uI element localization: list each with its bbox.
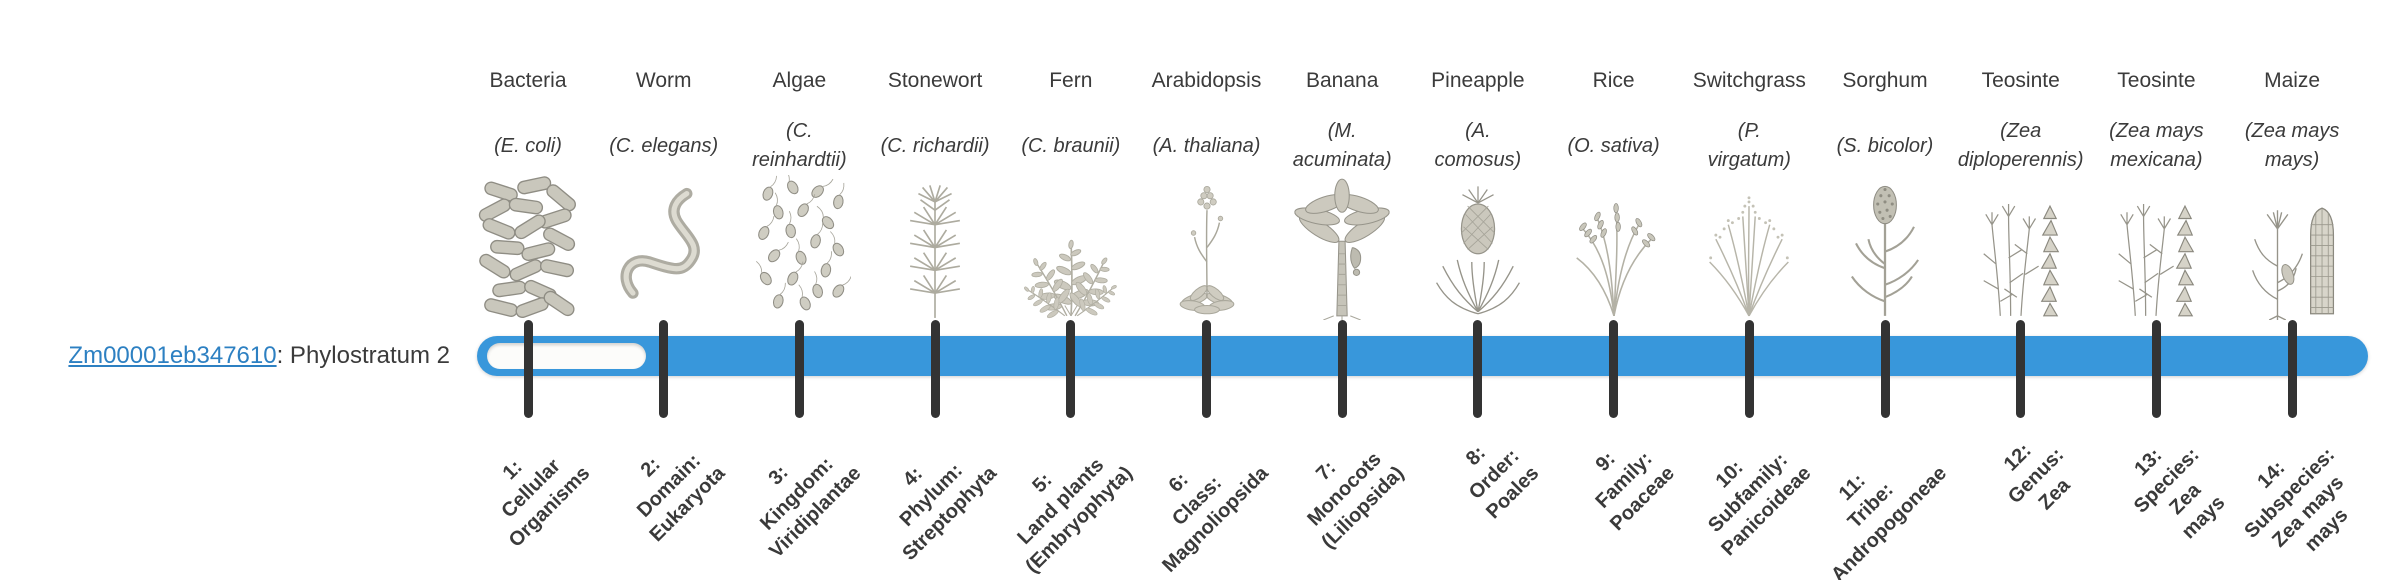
- organism-column: Algae (C. reinhardtii): [724, 64, 874, 311]
- organism-column: Stonewort (C. richardii): [860, 64, 1010, 318]
- stratum-tick: [1473, 320, 1483, 418]
- organism-name: Worm: [635, 69, 692, 92]
- stratum-tick: [1744, 320, 1754, 418]
- phylostratum-bar: [477, 336, 2368, 376]
- stratum-label: 7: Monocots (Liliopsida): [1302, 448, 1408, 554]
- organism-column: Teosinte (Zea mays mexicana): [2081, 64, 2231, 317]
- stratum-label: 6: Class: Magnoliopsida: [1157, 462, 1273, 577]
- organism-column: Arabidopsis (A. thaliana): [1132, 64, 1282, 315]
- switchgrass-icon: [1674, 170, 1824, 320]
- teosinte-mexicana-icon: [2081, 170, 2231, 320]
- stratum-tick: [523, 320, 533, 418]
- banana-icon: [1267, 170, 1417, 320]
- stratum-tick: [1609, 320, 1619, 418]
- gene-id-link[interactable]: Zm00001eb347610: [68, 342, 277, 369]
- organism-name: Algae: [772, 69, 827, 92]
- phylostratum-bar-unfilled-segment: [487, 343, 646, 369]
- organism-name: Arabidopsis: [1151, 69, 1262, 92]
- stonewort-icon: [860, 170, 1010, 320]
- stratum-label: 4: Phylum: Streptophyta: [895, 459, 1001, 565]
- organism-scientific-name: (A. thaliana): [1152, 134, 1261, 157]
- stratum-tick: [2151, 320, 2161, 418]
- bacteria-icon: [453, 170, 603, 320]
- organism-scientific-name: (C. elegans): [609, 134, 719, 157]
- organism-name: Stonewort: [887, 69, 983, 92]
- sorghum-icon: [1810, 170, 1960, 320]
- organism-scientific-name: (C. reinhardtii): [752, 120, 847, 171]
- teosinte-diploperennis-icon: [1946, 170, 2096, 320]
- organism-column: Maize (Zea mays mays): [2217, 64, 2367, 320]
- organism-name: Teosinte: [1981, 69, 2060, 92]
- organism-scientific-name: (E. coli): [494, 134, 562, 157]
- organism-scientific-name: (Zea diploperennis): [1957, 120, 2084, 171]
- organism-scientific-name: (Zea mays mays): [2244, 120, 2340, 171]
- organism-column: Banana (M. acuminata): [1267, 64, 1417, 320]
- gene-phylostratum-text: : Phylostratum 2: [276, 342, 450, 369]
- organism-scientific-name: (P. virgatum): [1707, 120, 1791, 171]
- stratum-label: 3: Kingdom: Viridiplantae: [755, 453, 866, 563]
- organism-column: Switchgrass (P. virgatum): [1674, 64, 1824, 317]
- organism-scientific-name: (C. richardii): [880, 134, 990, 157]
- stratum-tick: [1880, 320, 1890, 418]
- stratum-label: 10: Subfamily: Panicoideae: [1703, 448, 1816, 561]
- arabidopsis-icon: [1132, 170, 1282, 320]
- organism-scientific-name: (Zea mays mexicana): [2109, 120, 2204, 171]
- organism-name: Maize: [2264, 69, 2321, 92]
- organism-column: Sorghum (S. bicolor): [1810, 64, 1960, 316]
- maize-icon: [2217, 170, 2367, 320]
- organism-scientific-name: (M. acuminata): [1292, 120, 1392, 171]
- stratum-label: 13: Species: Zea mays: [2130, 443, 2230, 544]
- stratum-label: 1: Cellular Organisms: [496, 454, 594, 552]
- stratum-tick: [1066, 320, 1076, 418]
- stratum-tick: [2287, 320, 2297, 418]
- rice-icon: [1539, 170, 1689, 320]
- worm-icon: [589, 170, 739, 320]
- organism-column: Worm (C. elegans): [589, 64, 739, 299]
- organism-column: Teosinte (Zea diploperennis): [1946, 64, 2096, 317]
- organism-name: Fern: [1049, 69, 1093, 92]
- stratum-label: 14: Subspecies: Zea mays mays: [2240, 443, 2353, 556]
- organism-name: Banana: [1305, 69, 1379, 92]
- stratum-tick: [930, 320, 940, 418]
- stratum-label: 5: Land plants (Embryophyta): [1013, 454, 1137, 578]
- organism-scientific-name: (C. braunii): [1021, 134, 1121, 157]
- organism-name: Rice: [1592, 69, 1635, 92]
- organism-column: Fern (C. braunii): [996, 64, 1146, 320]
- pineapple-icon: [1403, 170, 1553, 320]
- stratum-tick: [659, 320, 669, 418]
- organism-name: Bacteria: [489, 69, 567, 92]
- stratum-tick: [1337, 320, 1347, 418]
- stratum-label: 8: Order: Poales: [1462, 441, 1544, 524]
- organism-scientific-name: (O. sativa): [1567, 134, 1660, 157]
- organism-name: Teosinte: [2117, 69, 2196, 92]
- algae-icon: [724, 170, 874, 320]
- stratum-tick: [794, 320, 804, 418]
- gene-label: Zm00001eb347610: Phylostratum 2: [20, 340, 450, 372]
- stratum-label: 12: Genus: Zea: [1999, 439, 2075, 515]
- organism-column: Pineapple (A. comosus): [1403, 64, 1553, 315]
- stratum-label: 2: Domain: Eukaryota: [633, 449, 730, 547]
- organism-scientific-name: (A. comosus): [1434, 120, 1522, 171]
- organism-column: Rice (O. sativa): [1539, 64, 1689, 317]
- fern-icon: [996, 170, 1146, 320]
- organism-column: Bacteria (E. coli): [453, 64, 603, 319]
- stratum-label: 11: Tribe: Andropogoneae: [1826, 462, 1951, 580]
- stratum-tick: [2016, 320, 2026, 418]
- organism-name: Switchgrass: [1692, 69, 1806, 92]
- organism-name: Sorghum: [1842, 69, 1928, 92]
- organism-name: Pineapple: [1431, 69, 1525, 92]
- stratum-tick: [1202, 320, 1211, 418]
- stratum-label: 9: Family: Poaceae: [1591, 447, 1680, 536]
- organism-scientific-name: (S. bicolor): [1836, 134, 1934, 157]
